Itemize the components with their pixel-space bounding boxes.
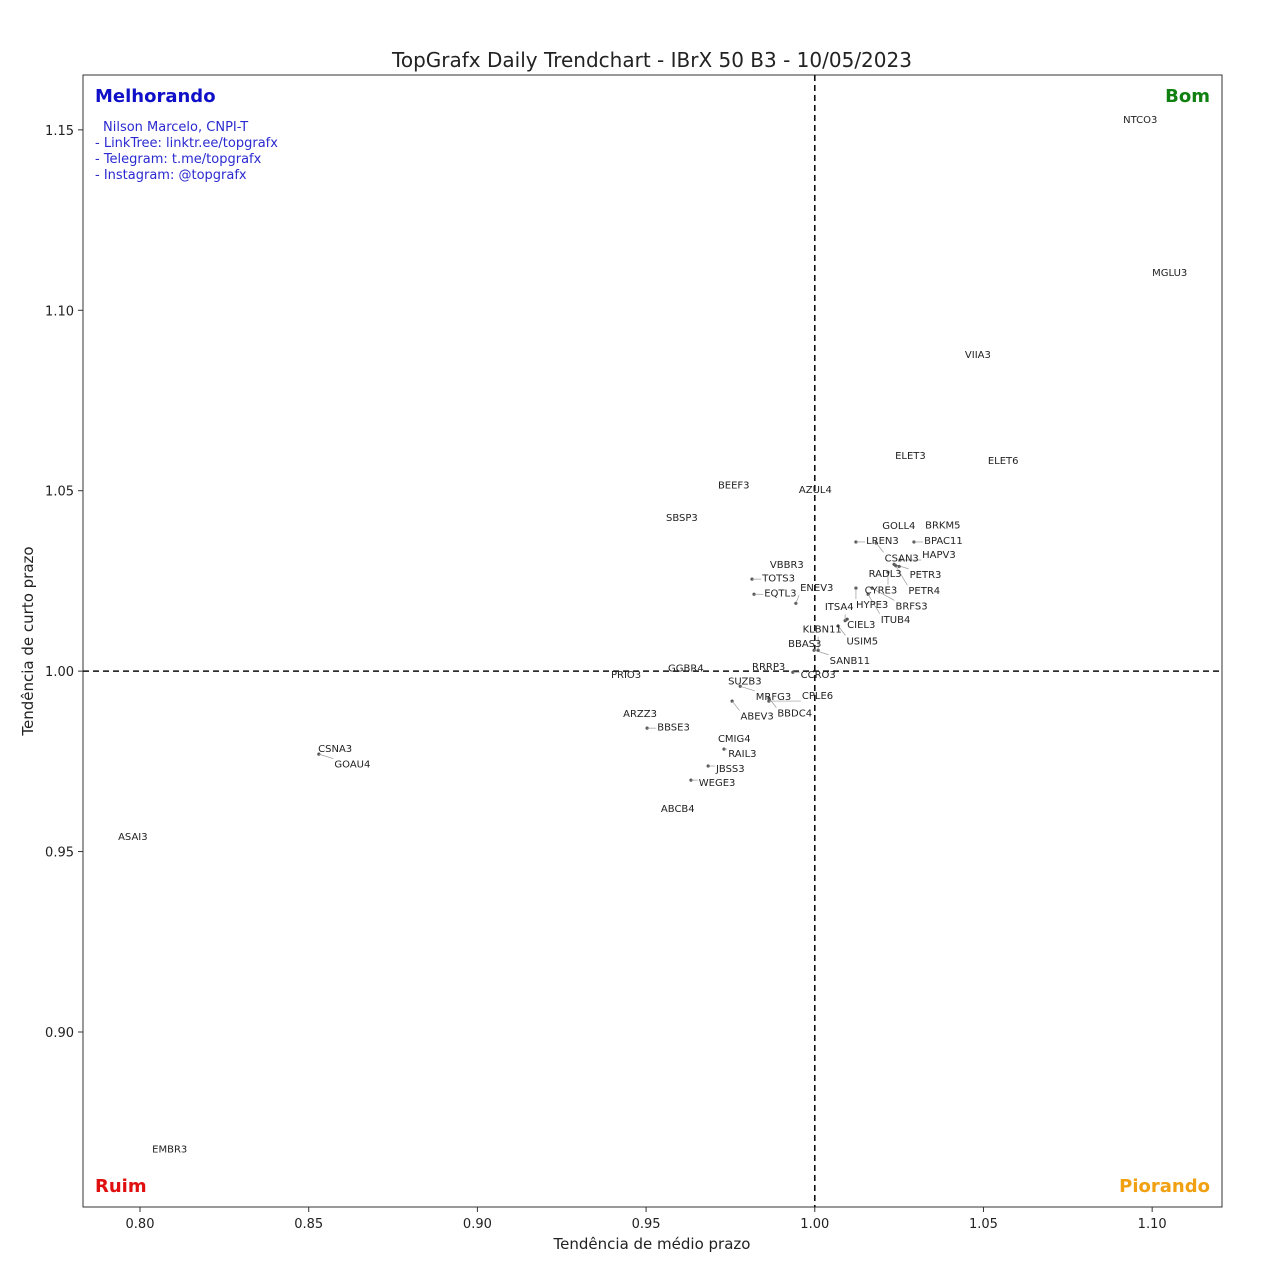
point-label: ITSA4 [825, 602, 854, 613]
point-label: PRIO3 [611, 670, 641, 681]
x-tick-label: 1.00 [800, 1217, 829, 1232]
x-axis-label: Tendência de médio prazo [553, 1235, 751, 1253]
credit-line: Nilson Marcelo, CNPI-T [103, 120, 248, 135]
point-label: CPLE6 [802, 691, 833, 702]
y-tick-label: 0.95 [45, 846, 74, 861]
point-label: BRKM5 [925, 520, 960, 531]
point-label: JBSS3 [715, 764, 745, 775]
point-label: USIM5 [846, 636, 878, 647]
y-tick-label: 0.90 [45, 1026, 74, 1041]
point-label: VBBR3 [770, 560, 804, 571]
point-label: GGBR4 [668, 663, 704, 674]
y-tick-label: 1.05 [45, 485, 74, 500]
point-label: HAPV3 [922, 550, 956, 561]
x-tick-label: 0.90 [463, 1217, 492, 1232]
leader-line [740, 685, 755, 692]
point-label: EQTL3 [764, 588, 796, 599]
point-label: MGLU3 [1152, 268, 1187, 279]
point-label: KLBN11 [803, 625, 842, 636]
point-label: CSNA3 [318, 744, 352, 755]
point-label: WEGE3 [699, 778, 736, 789]
point-label: SUZB3 [728, 676, 762, 687]
x-tick-label: 1.05 [969, 1217, 998, 1232]
point-label: ITUB4 [881, 615, 911, 626]
chart-title: TopGrafx Daily Trendchart - IBrX 50 B3 -… [391, 48, 912, 72]
y-tick-label: 1.15 [45, 124, 74, 139]
point-label: ELET3 [895, 451, 926, 462]
point-label: ABEV3 [741, 711, 774, 722]
x-tick-label: 1.10 [1138, 1217, 1167, 1232]
y-tick-label: 1.10 [45, 304, 74, 319]
point-label: AZUL4 [799, 485, 832, 496]
leader-line [871, 587, 895, 601]
point-label: BBDC4 [777, 709, 812, 720]
point-label: BRFS3 [895, 601, 927, 612]
quadrant-label-top-right: Bom [1165, 86, 1210, 107]
point-label: BEEF3 [718, 480, 750, 491]
point-label: ARZZ3 [623, 709, 657, 720]
quadrant-label-bottom-right: Piorando [1119, 1176, 1210, 1197]
leader-line [795, 594, 800, 604]
point-label: MRFG3 [756, 692, 791, 703]
point-label: PETR4 [908, 586, 940, 597]
point-label: BBAS3 [788, 639, 821, 650]
y-tick-label: 1.00 [45, 665, 74, 680]
leader-line [895, 565, 908, 586]
leader-line [768, 697, 777, 708]
x-tick-label: 0.85 [294, 1217, 323, 1232]
point-label: GOLL4 [882, 521, 915, 532]
point-label: HYPE3 [856, 600, 888, 611]
point-label: RADL3 [869, 569, 902, 580]
point-label: CSAN3 [885, 553, 919, 564]
leader-line [318, 753, 334, 760]
point-label: GOAU4 [334, 760, 370, 771]
plot-area [82, 74, 1223, 1208]
point-label: ASAI3 [118, 832, 148, 843]
point-label: NTCO3 [1123, 115, 1157, 126]
credit-line: - Telegram: t.me/topgrafx [95, 152, 262, 167]
x-tick-label: 0.95 [632, 1217, 661, 1232]
quadrant-label-bottom-left: Ruim [95, 1176, 147, 1197]
point-label: EMBR3 [152, 1144, 187, 1155]
leader-line [875, 542, 884, 553]
x-tick-label: 0.80 [126, 1217, 155, 1232]
point-label: VIIA3 [965, 350, 991, 361]
point-label: SBSP3 [666, 513, 698, 524]
point-label: CIEL3 [847, 620, 875, 631]
y-axis-label: Tendência de curto prazo [19, 546, 37, 736]
credit-line: - Instagram: @topgrafx [95, 168, 247, 183]
point-label: CMIG4 [718, 734, 751, 745]
leader-line [731, 700, 740, 711]
point-label: TOTS3 [761, 573, 795, 584]
point-label: CCRO3 [801, 670, 836, 681]
quadrant-label-top-left: Melhorando [95, 86, 216, 107]
point-label: ABCB4 [661, 804, 695, 815]
point-label: SANB11 [830, 656, 870, 667]
point-label: BPAC11 [924, 536, 963, 547]
leader-line [837, 625, 846, 636]
point-label: ENEV3 [800, 583, 833, 594]
point-label: RAIL3 [728, 749, 756, 760]
point-label: PETR3 [910, 570, 942, 581]
credit-line: - LinkTree: linktr.ee/topgrafx [95, 136, 278, 151]
leader-line [814, 649, 829, 656]
leader-line [867, 594, 881, 614]
point-label: ELET6 [988, 456, 1019, 467]
point-marker [843, 619, 847, 623]
point-label: BBSE3 [657, 722, 690, 733]
point-marker [794, 601, 798, 605]
point-label: RRRP3 [752, 662, 785, 673]
point-label: LREN3 [866, 536, 899, 547]
point-label: CYRE3 [865, 586, 898, 597]
